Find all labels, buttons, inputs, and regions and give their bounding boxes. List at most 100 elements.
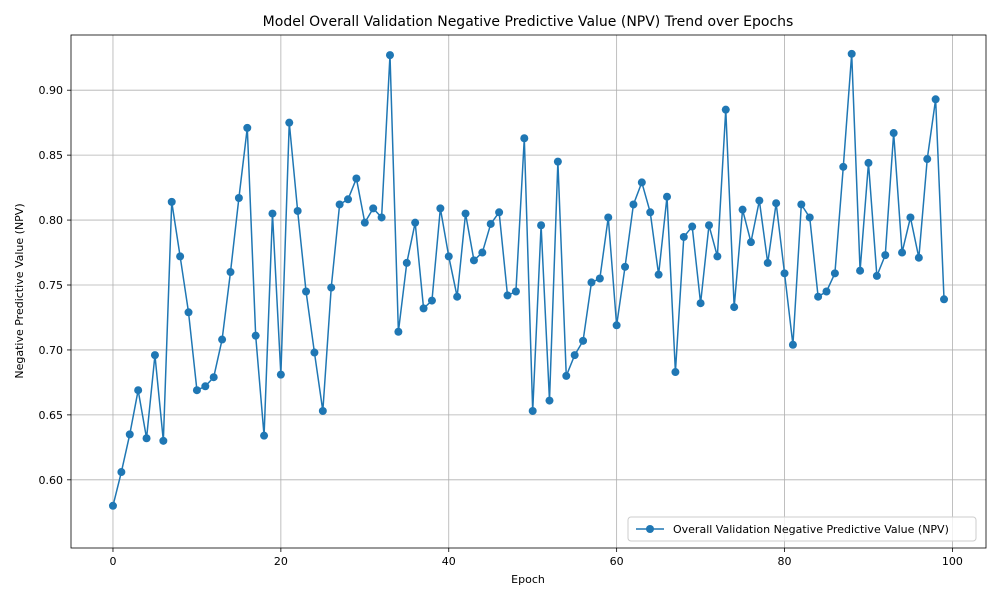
data-point bbox=[411, 218, 420, 227]
x-tick-label: 0 bbox=[109, 555, 116, 568]
data-point bbox=[906, 213, 915, 222]
data-point bbox=[822, 287, 831, 296]
data-point bbox=[646, 208, 655, 217]
series-line bbox=[112, 53, 945, 506]
data-point bbox=[503, 291, 512, 300]
data-point bbox=[830, 269, 839, 278]
data-point bbox=[579, 336, 588, 345]
y-tick-label: 0.85 bbox=[39, 149, 64, 162]
data-point bbox=[218, 335, 227, 344]
y-tick-label: 0.60 bbox=[39, 474, 64, 487]
data-point bbox=[125, 430, 134, 439]
x-tick-label: 40 bbox=[442, 555, 456, 568]
data-point bbox=[528, 406, 537, 415]
data-point bbox=[427, 296, 436, 305]
x-axis: 0 20 40 60 80 100 bbox=[109, 548, 963, 568]
data-point bbox=[276, 370, 285, 379]
data-point bbox=[688, 222, 697, 231]
data-point bbox=[419, 304, 428, 313]
data-point bbox=[671, 368, 680, 377]
data-point bbox=[654, 270, 663, 279]
data-point bbox=[612, 321, 621, 330]
x-tick-label: 100 bbox=[942, 555, 963, 568]
y-tick-label: 0.75 bbox=[39, 279, 64, 292]
data-point bbox=[117, 468, 126, 477]
data-point bbox=[629, 200, 638, 209]
series-group bbox=[108, 49, 949, 510]
data-point bbox=[159, 436, 168, 445]
data-point bbox=[587, 278, 596, 287]
data-point bbox=[713, 252, 722, 261]
data-point bbox=[318, 406, 327, 415]
data-point bbox=[889, 129, 898, 138]
data-point bbox=[881, 251, 890, 260]
data-point bbox=[453, 292, 462, 301]
y-tick-label: 0.65 bbox=[39, 409, 64, 422]
data-point bbox=[184, 308, 193, 317]
data-point bbox=[469, 256, 478, 265]
plot-frame bbox=[70, 34, 987, 549]
data-point bbox=[327, 283, 336, 292]
data-point bbox=[872, 271, 881, 280]
data-point bbox=[730, 303, 739, 312]
data-point bbox=[788, 340, 797, 349]
data-point bbox=[931, 95, 940, 104]
data-point bbox=[201, 382, 210, 391]
data-point bbox=[553, 157, 562, 166]
data-point bbox=[805, 213, 814, 222]
data-point bbox=[537, 221, 546, 230]
data-point bbox=[721, 105, 730, 114]
data-point bbox=[839, 162, 848, 171]
data-point bbox=[142, 434, 151, 443]
data-point bbox=[856, 266, 865, 275]
data-point bbox=[746, 238, 755, 247]
data-point bbox=[679, 232, 688, 241]
grid bbox=[71, 35, 986, 548]
data-point bbox=[436, 204, 445, 213]
data-point bbox=[763, 258, 772, 267]
data-point bbox=[360, 218, 369, 227]
data-point bbox=[108, 501, 117, 510]
legend-box bbox=[627, 516, 977, 542]
data-point bbox=[545, 396, 554, 405]
data-point bbox=[637, 178, 646, 187]
data-point bbox=[352, 174, 361, 183]
data-point bbox=[251, 331, 260, 340]
data-point bbox=[377, 213, 386, 222]
data-point bbox=[310, 348, 319, 357]
data-point bbox=[898, 248, 907, 257]
data-point bbox=[226, 268, 235, 277]
data-point bbox=[696, 299, 705, 308]
data-point bbox=[268, 209, 277, 218]
data-point bbox=[167, 197, 176, 206]
data-point bbox=[797, 200, 806, 209]
data-point bbox=[176, 252, 185, 261]
data-point bbox=[234, 193, 243, 202]
data-point bbox=[293, 206, 302, 215]
data-point bbox=[772, 199, 781, 208]
x-axis-label: Epoch bbox=[511, 573, 545, 586]
data-point bbox=[285, 118, 294, 127]
data-point bbox=[570, 351, 579, 360]
data-point bbox=[940, 295, 949, 304]
data-point bbox=[478, 248, 487, 257]
legend-label: Overall Validation Negative Predictive V… bbox=[673, 523, 949, 536]
legend-marker bbox=[646, 525, 654, 533]
y-tick-label: 0.80 bbox=[39, 214, 64, 227]
data-point bbox=[243, 123, 252, 132]
data-point bbox=[663, 192, 672, 201]
data-point bbox=[621, 262, 630, 271]
y-axis: 0.60 0.65 0.70 0.75 0.80 0.85 0.90 bbox=[39, 84, 71, 487]
data-point bbox=[704, 221, 713, 230]
data-point bbox=[402, 258, 411, 267]
data-point bbox=[864, 158, 873, 167]
data-point bbox=[604, 213, 613, 222]
x-tick-label: 20 bbox=[274, 555, 288, 568]
data-point bbox=[344, 195, 353, 204]
data-point bbox=[486, 219, 495, 228]
data-point bbox=[385, 51, 394, 60]
data-point bbox=[738, 205, 747, 214]
data-point bbox=[923, 155, 932, 164]
data-point bbox=[134, 386, 143, 395]
